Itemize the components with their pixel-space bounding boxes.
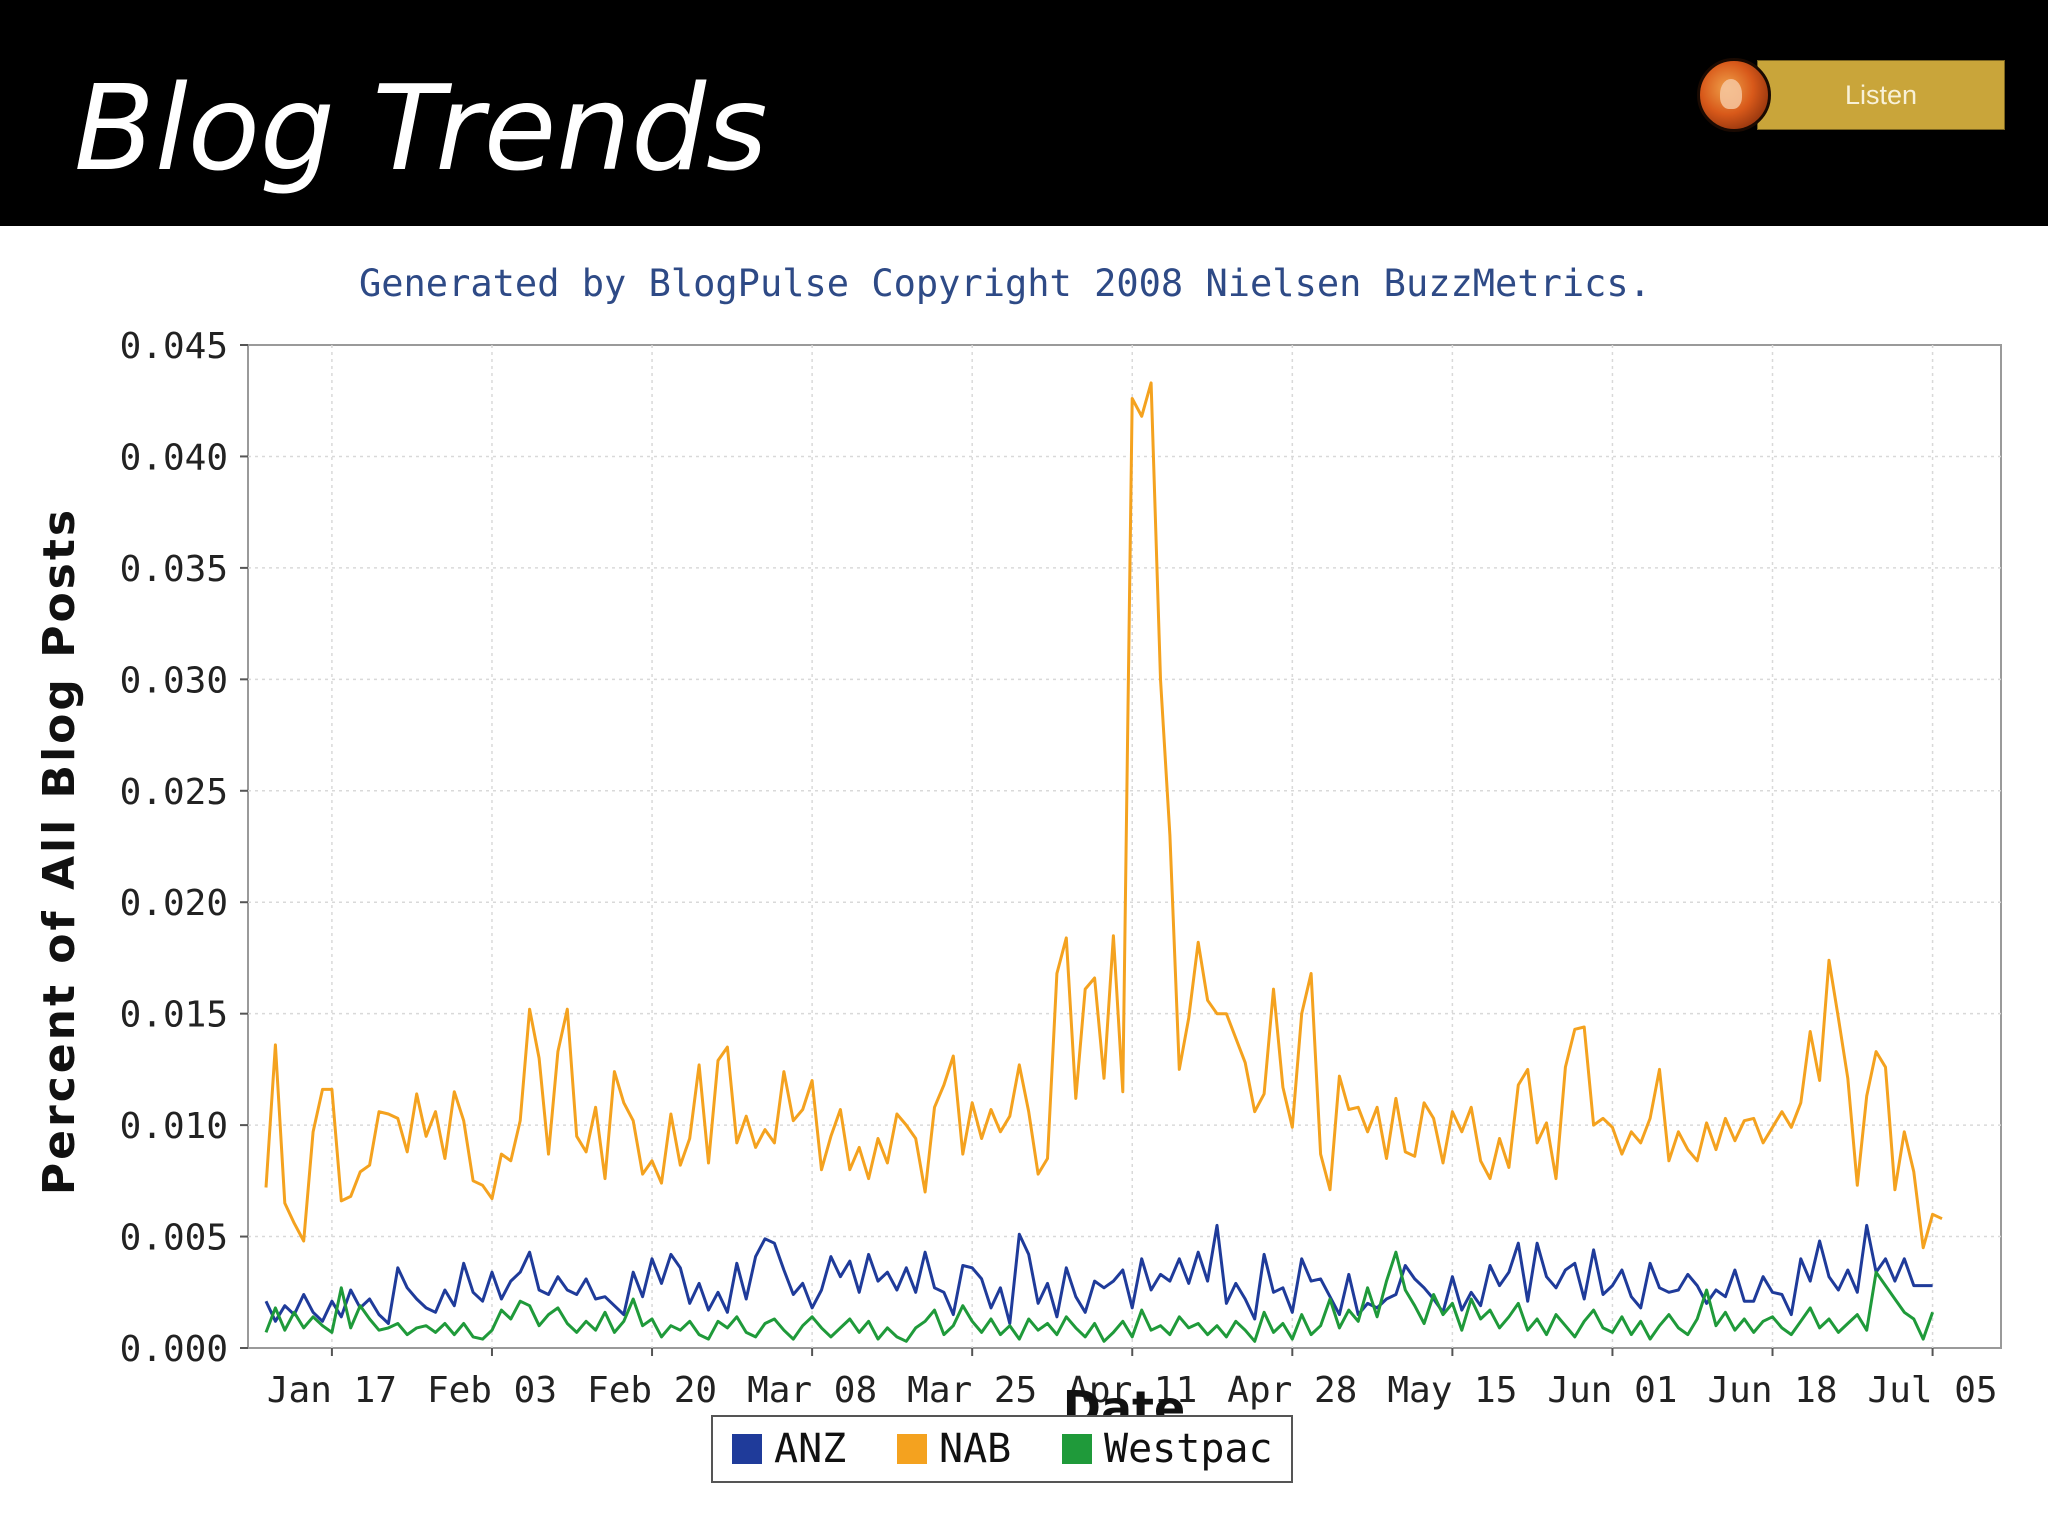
y-tick-label: 0.005 xyxy=(120,1218,228,1259)
x-axis: Jan 17 Feb 03 Feb 20 Mar 08 Mar 25 Apr 11 Apr … xyxy=(267,1348,1998,1411)
legend-swatch xyxy=(1062,1434,1092,1464)
x-tick-label: Jun 18 xyxy=(1707,1370,1837,1411)
listen-bar[interactable] xyxy=(1757,60,2005,130)
x-tick-label: Mar 25 xyxy=(907,1370,1037,1411)
x-tick-label: Jan 17 xyxy=(267,1370,397,1411)
y-tick-label: 0.040 xyxy=(120,437,228,478)
listen-avatar-icon[interactable] xyxy=(1697,58,1771,132)
x-tick-label: Feb 20 xyxy=(587,1370,717,1411)
x-tick-label: Feb 03 xyxy=(427,1370,557,1411)
legend-label: Westpac xyxy=(1104,1426,1273,1472)
x-tick-label: Jun 01 xyxy=(1547,1370,1677,1411)
y-tick-label: 0.025 xyxy=(120,772,228,813)
y-tick-label: 0.020 xyxy=(120,883,228,924)
blog-trends-chart: Generated by BlogPulse Copyright 2008 Ni… xyxy=(34,262,2002,1483)
x-tick-label: Apr 28 xyxy=(1227,1370,1357,1411)
x-tick-label: Apr 11 xyxy=(1067,1370,1197,1411)
plot-area xyxy=(247,344,2002,1349)
legend-swatch xyxy=(732,1434,762,1464)
y-tick-label: 0.045 xyxy=(120,326,228,367)
legend-label: NAB xyxy=(939,1426,1011,1472)
legend-label: ANZ xyxy=(774,1426,846,1472)
y-axis: 0.000 0.005 0.010 0.015 0.020 0.025 0.030 0.035… xyxy=(120,326,248,1370)
y-tick-label: 0.035 xyxy=(120,549,228,590)
slide-header: Blog Trends Listen xyxy=(0,0,2048,226)
listen-label[interactable]: Listen xyxy=(1844,80,1918,110)
avatar-figure xyxy=(1720,79,1742,109)
series-line-westpac xyxy=(264,1250,1935,1343)
y-axis-label: Percent of All Blog Posts xyxy=(34,507,85,1195)
legend-box xyxy=(711,1415,1293,1483)
x-tick-label: Mar 08 xyxy=(747,1370,877,1411)
chart-title: Generated by BlogPulse Copyright 2008 Ni… xyxy=(359,262,1651,305)
legend: ANZ NAB Westpac xyxy=(711,1415,1293,1483)
y-tick-label: 0.015 xyxy=(120,995,228,1036)
x-tick-label: May 15 xyxy=(1387,1370,1517,1411)
slide-title: Blog Trends xyxy=(74,59,768,197)
y-tick-label: 0.000 xyxy=(120,1329,228,1370)
legend-swatch xyxy=(897,1434,927,1464)
x-tick-label: Jul 05 xyxy=(1868,1370,1998,1411)
series-line-anz xyxy=(264,1223,1933,1325)
y-tick-label: 0.010 xyxy=(120,1106,228,1147)
series-lines xyxy=(264,381,1943,1343)
y-tick-label: 0.030 xyxy=(120,660,228,701)
series-line-nab xyxy=(264,381,1943,1250)
listen-button[interactable]: Listen xyxy=(1697,58,2009,136)
